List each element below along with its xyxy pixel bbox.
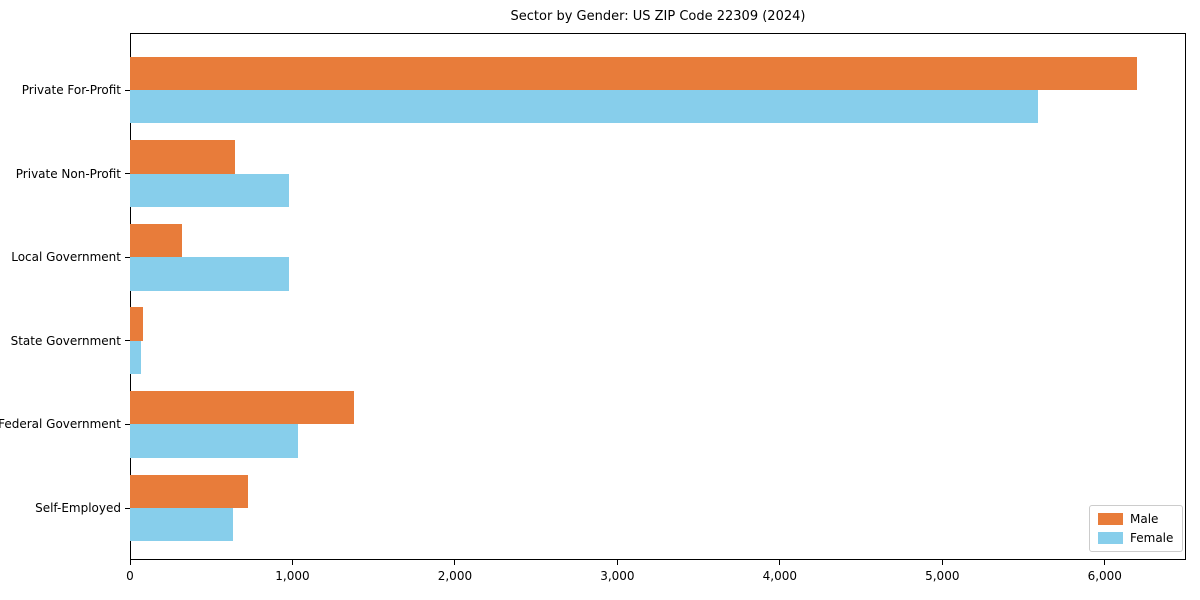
y-tick-label: Local Government — [11, 250, 121, 265]
y-tick-mark — [125, 256, 130, 258]
x-tick-label: 5,000 — [925, 569, 960, 583]
bar-male-3 — [130, 223, 182, 258]
y-tick-mark — [125, 340, 130, 342]
bar-male-6 — [130, 474, 248, 508]
bar-male-4 — [130, 307, 143, 341]
legend-label-female: Female — [1130, 531, 1174, 545]
x-tick-mark — [616, 560, 618, 565]
legend-item-male: Male — [1098, 512, 1174, 526]
x-tick-label: 1,000 — [275, 569, 310, 583]
bar-female-5 — [130, 424, 298, 458]
x-tick-mark — [1104, 560, 1106, 565]
y-tick-mark — [125, 173, 130, 175]
bar-male-2 — [130, 140, 235, 174]
legend: Male Female — [1089, 505, 1183, 552]
bar-male-5 — [130, 391, 354, 425]
x-tick-mark — [941, 560, 943, 565]
bar-female-3 — [130, 257, 289, 291]
x-tick-label: 0 — [126, 569, 134, 583]
x-tick-mark — [779, 560, 781, 565]
bar-female-4 — [130, 340, 141, 375]
y-tick-mark — [125, 89, 130, 91]
legend-swatch-male-icon — [1098, 513, 1123, 525]
x-tick-mark — [129, 560, 131, 565]
y-tick-mark — [125, 423, 130, 425]
x-tick-label: 3,000 — [600, 569, 635, 583]
bar-female-6 — [130, 508, 233, 542]
x-tick-label: 6,000 — [1087, 569, 1122, 583]
y-tick-label: Private For-Profit — [21, 83, 121, 97]
bar-male-1 — [130, 56, 1137, 90]
y-tick-label: Self-Employed — [35, 501, 121, 515]
legend-label-male: Male — [1130, 512, 1159, 526]
chart-title: Sector by Gender: US ZIP Code 22309 (202… — [510, 9, 806, 24]
legend-item-female: Female — [1098, 531, 1174, 545]
bar-female-1 — [130, 90, 1038, 124]
y-tick-label: Federal Government — [0, 417, 121, 432]
bar-female-2 — [130, 173, 289, 207]
x-tick-label: 2,000 — [437, 569, 473, 583]
y-tick-mark — [125, 507, 130, 509]
x-tick-mark — [454, 560, 456, 565]
x-tick-mark — [291, 560, 293, 565]
y-tick-label: State Government — [10, 333, 121, 348]
x-tick-label: 4,000 — [762, 569, 798, 583]
y-tick-label: Private Non-Profit — [15, 166, 121, 181]
legend-swatch-female-icon — [1098, 532, 1123, 544]
